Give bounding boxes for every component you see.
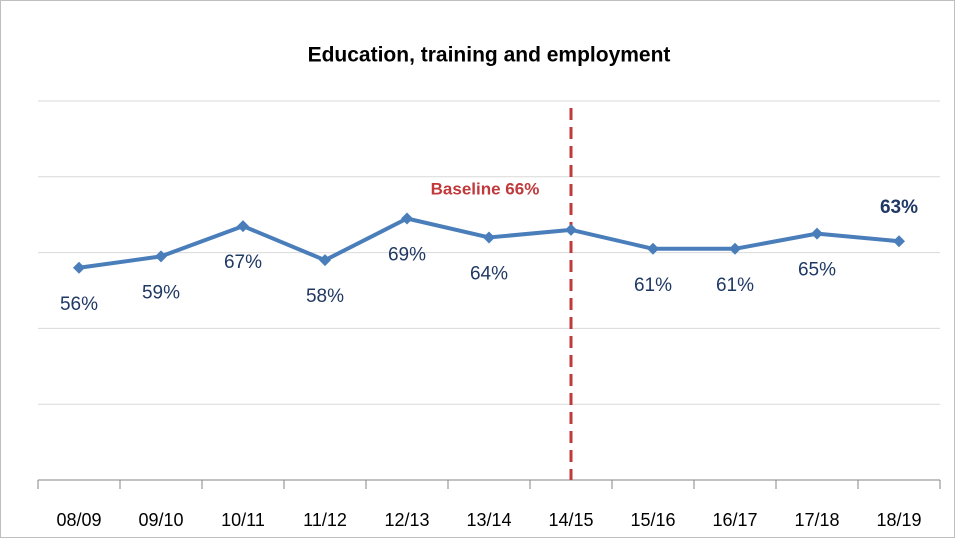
- x-tick-label: 18/19: [876, 510, 921, 530]
- data-label: 59%: [142, 282, 180, 303]
- data-point: [565, 223, 577, 236]
- data-point: [483, 231, 495, 244]
- data-point: [401, 212, 413, 225]
- x-tick-label: 12/13: [384, 510, 429, 530]
- data-point: [811, 227, 823, 240]
- data-label: 67%: [224, 252, 262, 273]
- data-point: [237, 220, 249, 233]
- data-point: [319, 254, 331, 267]
- data-label: 63%: [880, 197, 918, 218]
- x-tick-label: 16/17: [712, 510, 757, 530]
- data-label: 58%: [306, 286, 344, 307]
- x-tick-label: 13/14: [466, 510, 511, 530]
- data-label: Baseline 66%: [431, 179, 540, 198]
- data-label: 56%: [60, 294, 98, 315]
- data-point: [155, 250, 167, 263]
- data-label: 61%: [716, 275, 754, 296]
- data-label: 65%: [798, 260, 836, 281]
- data-point: [893, 235, 905, 248]
- data-point: [729, 242, 741, 255]
- chart-title: Education, training and employment: [308, 44, 671, 67]
- x-tick-label: 09/10: [138, 510, 183, 530]
- data-point: [73, 261, 85, 274]
- data-point: [647, 242, 659, 255]
- x-tick-label: 08/09: [56, 510, 101, 530]
- x-tick-label: 17/18: [794, 510, 839, 530]
- x-tick-label: 10/11: [221, 510, 265, 530]
- data-label: 69%: [388, 245, 426, 266]
- x-tick-label: 15/16: [630, 510, 675, 530]
- x-tick-label: 14/15: [548, 510, 593, 530]
- data-label: 64%: [470, 263, 508, 284]
- data-label: 61%: [634, 275, 672, 296]
- x-tick-label: 11/12: [303, 510, 347, 530]
